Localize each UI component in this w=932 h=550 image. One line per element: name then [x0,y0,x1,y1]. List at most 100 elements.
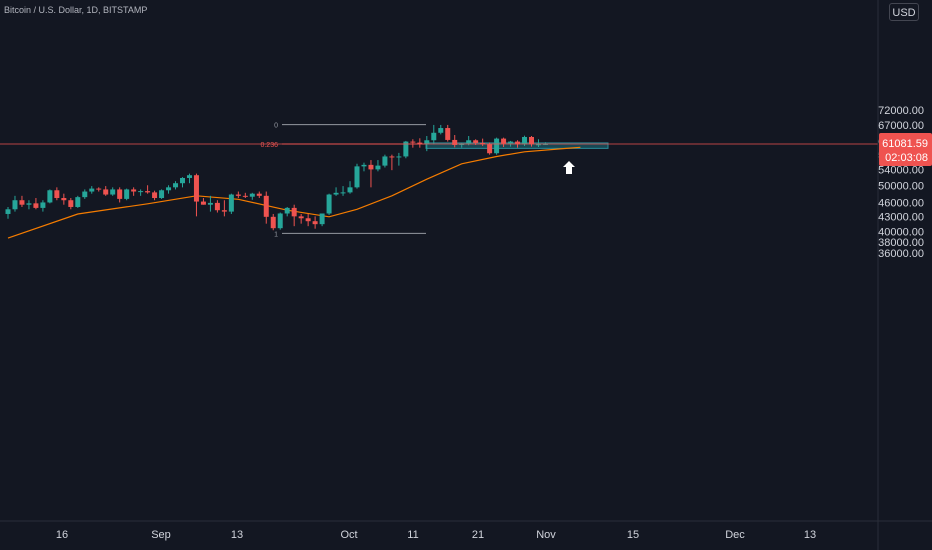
candle [382,154,388,168]
price-tick-label: 40000.00 [878,226,924,238]
candle-body [5,209,11,214]
candle [291,204,297,227]
candle-body [145,191,151,193]
candle-body [382,156,388,166]
candle [326,193,332,215]
candle-body [249,193,255,197]
candle [166,185,172,194]
fib-level-label: 1 [274,231,278,238]
candle [270,213,276,231]
candle-body [138,191,144,193]
candle [403,140,409,159]
candle [319,213,325,227]
price-tick-label: 46000.00 [878,197,924,209]
candle-body [33,203,39,208]
candle-body [487,144,493,154]
candle [417,138,423,148]
candle-body [12,200,18,210]
candle-body [110,189,116,195]
candle [438,124,444,135]
candle [96,187,102,192]
candle-body [228,194,234,212]
candle [82,189,88,199]
candle [180,177,185,188]
time-tick-label: 16 [56,529,68,541]
candle [249,192,255,200]
candle [529,135,534,147]
candle-body [82,191,88,198]
currency-button[interactable]: USD [889,3,919,21]
candle [368,160,374,188]
candle [284,206,290,217]
candle [396,152,402,166]
candle-body [431,132,437,141]
candle-body [515,141,521,145]
candle-body [26,203,32,205]
candle [263,191,269,224]
candle [494,137,500,155]
candle [186,173,192,184]
candle [54,187,60,201]
candle [68,198,74,210]
candle [152,190,158,201]
time-tick-label: Oct [340,529,357,541]
symbol-title: Bitcoin / U.S. Dollar, 1D, BITSTAMP [4,5,148,15]
time-axis[interactable]: 16 Sep 13 Oct 11 21 Nov 15 Dec 13 [56,529,816,541]
candle [501,137,507,147]
price-tick-label: 36000.00 [878,248,924,260]
candle-body [277,213,283,229]
candle-body [438,128,444,133]
candle-body [473,140,479,143]
candle-body [417,142,423,145]
last-price-tag: 61081.59 02:03:08 [879,133,932,166]
candle [75,195,81,208]
candle-body [103,189,109,195]
candle-body [75,197,81,207]
price-tick-label: 38000.00 [878,237,924,249]
candle [487,142,493,155]
candle-body [466,140,472,144]
candle-body [389,156,395,158]
candle-body [263,195,269,217]
time-tick-label: 11 [407,529,418,541]
time-tick-label: 21 [472,529,484,541]
candle [389,154,395,171]
candle-body [535,144,541,146]
candle-body [529,136,534,145]
time-tick-label: 13 [231,529,243,541]
candle [19,195,25,207]
candle [535,139,541,147]
candle-body [403,141,409,157]
price-axis[interactable]: 72000.0067000.0062000.0058000.0054000.00… [878,105,924,260]
time-tick-label: Sep [151,529,171,541]
candle [354,163,360,189]
candle [47,189,53,204]
plot-area[interactable]: 0 0.236 1 [0,123,878,239]
candle-body [68,200,74,207]
price-tick-label: 50000.00 [878,180,924,192]
price-tick-label: 72000.00 [878,105,924,117]
time-tick-label: 13 [804,529,816,541]
candle [214,200,220,213]
candle [228,193,234,214]
candle-body [96,188,102,190]
candle-body [284,207,290,214]
price-tick-label: 43000.00 [878,211,924,223]
price-tick-label: 54000.00 [878,164,924,176]
candle [431,124,437,145]
candle-body [159,190,165,199]
candle-body [221,210,227,212]
up-arrow-icon [563,161,575,174]
candle-body [410,141,416,143]
candle [424,135,430,152]
candle-body [508,141,514,144]
candle-body [333,192,339,195]
moving-average-line [7,146,581,239]
candle [159,189,165,199]
candle [312,216,318,229]
candle-body [424,140,430,145]
candle-body [347,187,353,193]
candle-body [207,202,213,205]
candle [242,192,248,199]
